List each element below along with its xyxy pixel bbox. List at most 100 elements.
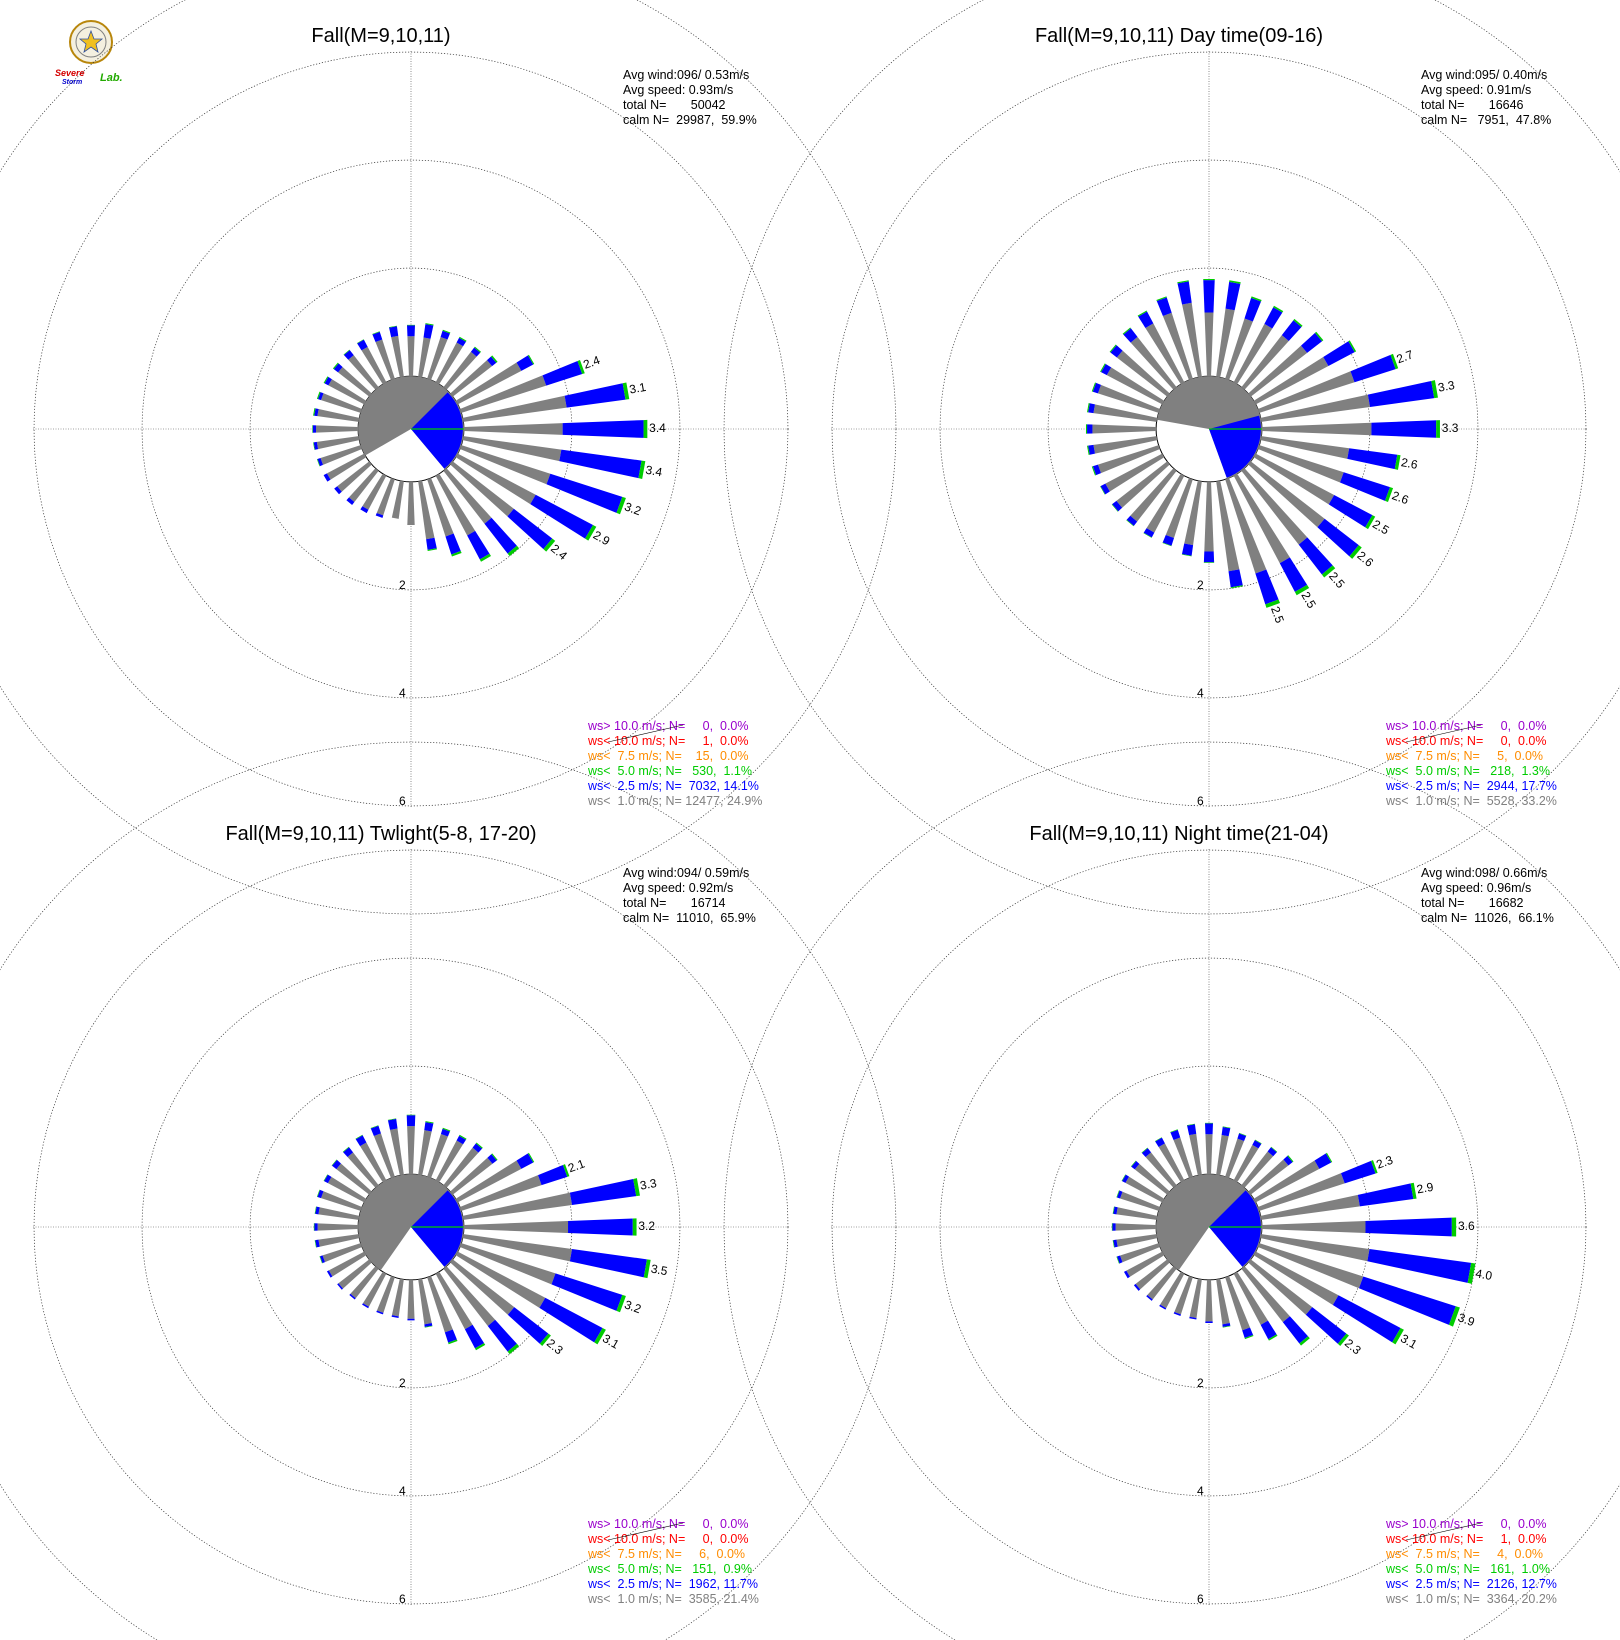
bar-segment-lt1 (463, 1220, 569, 1234)
bar-segment-lt2-5 (1141, 1148, 1152, 1157)
ring-label: 4 (399, 1484, 406, 1498)
grid-ring (831, 51, 1587, 807)
bar-segment-lt1 (1253, 453, 1335, 505)
bar-segment-lt5 (1186, 1123, 1195, 1126)
grid-ring (0, 0, 897, 915)
bar-segment-lt2-5 (1110, 345, 1123, 358)
bar-segment-lt5 (507, 1343, 520, 1355)
bar-segment-lt1 (1125, 1176, 1165, 1203)
bar-segment-lt1 (1093, 404, 1158, 422)
bar-segment-lt5 (594, 1327, 606, 1345)
legend-entry: ws< 5.0 m/s; N= 161, 1.0% (1385, 1562, 1550, 1576)
bar-segment-lt1 (322, 1243, 363, 1263)
panel-fall-all: 2.43.13.43.43.22.92.4246Fall(M=9,10,11)A… (0, 0, 897, 915)
bar-segment-lt2-5 (516, 355, 534, 371)
grid-ring (939, 957, 1479, 1497)
bar-segment-lt5 (442, 1127, 451, 1132)
bar-segment-lt5 (323, 1174, 328, 1182)
legend-entry: ws< 2.5 m/s; N= 7032, 14.1% (587, 779, 759, 793)
bar-segment-lt1 (1116, 350, 1170, 397)
bar-segment-lt2-5 (1101, 363, 1112, 376)
bar-segment-lt2-5 (1100, 483, 1110, 495)
info-calm: calm N= 7951, 47.8% (1421, 113, 1551, 127)
bar-segment-lt5 (1100, 486, 1106, 495)
bar-segment-lt2-5 (470, 347, 481, 357)
legend-strike-line (1405, 1522, 1482, 1541)
bar-segment-lt2-5 (1159, 1304, 1167, 1310)
bar-segment-lt5 (539, 1333, 551, 1346)
bar-segment-lt5 (1325, 1152, 1333, 1163)
ring-label: 4 (399, 686, 406, 700)
bar-segment-lt1 (376, 477, 395, 516)
bar-segment-lt5 (1365, 515, 1376, 530)
bar-segment-lt2-5 (1122, 1174, 1130, 1183)
bar-segment-lt1 (1257, 1173, 1345, 1211)
bar-value-label: 3.6 (1458, 1219, 1475, 1233)
bar-segment-lt2-5 (372, 331, 383, 343)
bar-segment-lt1 (1241, 1151, 1274, 1188)
bar-segment-lt2-5 (424, 1323, 433, 1328)
bar-segment-lt2-5 (1328, 494, 1373, 528)
bar-segment-lt5 (1091, 466, 1097, 476)
bar-segment-lt5 (1177, 280, 1189, 284)
bar-segment-lt2-5 (1173, 1311, 1181, 1316)
legend-entry: ws< 1.0 m/s; N= 12477, 24.9% (587, 794, 762, 808)
bar-segment-lt5 (313, 442, 315, 450)
bar-segment-lt5 (507, 545, 520, 557)
bar-value-label: 2.4 (581, 353, 602, 372)
bar-segment-lt1 (450, 1259, 515, 1315)
info-total: total N= 16714 (623, 896, 726, 910)
bar-segment-lt5 (332, 362, 339, 370)
bar-segment-lt2-5 (1138, 311, 1154, 329)
bar-segment-lt5 (1170, 1129, 1178, 1133)
bar-segment-lt1 (459, 1175, 542, 1211)
bar-segment-lt1 (1261, 1220, 1366, 1234)
seal-inner-ring (75, 26, 107, 58)
bar-segment-lt2-5 (1371, 420, 1437, 438)
bar-segment-lt1 (1248, 461, 1325, 528)
bar-segment-lt1 (391, 1278, 404, 1317)
bar-segment-lt1 (316, 425, 359, 433)
bar-segment-lt1 (1241, 468, 1308, 545)
bar-segment-lt2-5 (467, 530, 490, 560)
bar-segment-lt2-5 (1156, 297, 1172, 317)
bar-value-label: 2.6 (1390, 488, 1411, 507)
legend-strike-line (607, 724, 684, 743)
bar-segment-lt1 (318, 1207, 360, 1220)
bar-segment-lt5 (1268, 1334, 1278, 1341)
bar-segment-lt1 (1116, 1207, 1158, 1220)
bar-segment-lt2-5 (1203, 280, 1215, 313)
bar-segment-lt1 (373, 1133, 395, 1179)
bar-segment-lt1 (318, 1234, 360, 1247)
ring-label: 4 (1197, 1484, 1204, 1498)
bar-segment-lt2-5 (1305, 1307, 1347, 1344)
bar-segment-lt5 (342, 1146, 350, 1153)
bar-segment-lt5 (356, 339, 364, 344)
legend-entry: ws< 7.5 m/s; N= 4, 0.0% (1385, 1547, 1543, 1561)
bar-segment-lt1 (418, 337, 431, 378)
bar-segment-lt2-5 (1350, 354, 1396, 383)
bar-segment-lt5 (474, 1343, 486, 1351)
bar-segment-lt2-5 (456, 337, 466, 347)
bar-segment-lt5 (1116, 1256, 1120, 1264)
bar-segment-lt1 (347, 1152, 379, 1188)
bar-segment-lt1 (1204, 481, 1214, 552)
bar-segment-lt2-5 (1267, 1147, 1277, 1157)
bar-segment-lt5 (442, 329, 451, 334)
bar-segment-lt5 (1085, 424, 1088, 434)
ring-label: 2 (1197, 578, 1204, 592)
bar-segment-lt5 (312, 425, 313, 433)
panel-fall-nighttime: 2.32.93.64.03.93.12.3246Fall(M=9,10,11) … (723, 741, 1620, 1640)
bar-segment-lt5 (406, 1114, 416, 1116)
bar-segment-lt5 (479, 553, 491, 562)
bar-segment-lt5 (562, 1164, 570, 1177)
bar-segment-lt2-5 (1347, 448, 1398, 470)
bar-segment-lt2-5 (324, 1174, 332, 1184)
panel-title: Fall(M=9,10,11) Twlight(5-8, 17-20) (225, 823, 536, 845)
bar-segment-lt2-5 (1298, 537, 1333, 575)
bar-segment-lt1 (391, 480, 404, 519)
bar-segment-lt2-5 (1133, 1283, 1141, 1291)
bar-segment-lt1 (1135, 1259, 1170, 1290)
bar-segment-lt1 (1260, 436, 1350, 459)
info-avg-wind: Avg wind:098/ 0.66m/s (1421, 866, 1547, 880)
